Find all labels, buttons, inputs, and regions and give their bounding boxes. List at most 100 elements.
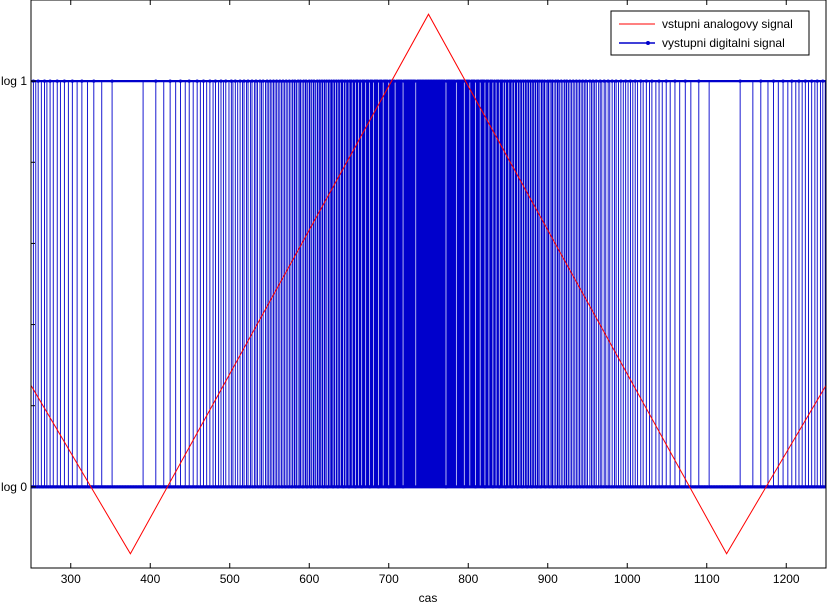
digital-marker (538, 79, 542, 83)
digital-marker (366, 79, 370, 83)
digital-marker (591, 79, 595, 83)
digital-marker (663, 485, 668, 489)
digital-marker (228, 485, 232, 489)
digital-marker (290, 485, 294, 489)
digital-marker (530, 485, 534, 489)
digital-marker (337, 79, 341, 83)
x-tick-label: 800 (458, 572, 478, 586)
digital-marker (190, 485, 194, 489)
digital-marker (609, 485, 613, 489)
digital-marker (208, 79, 212, 83)
digital-marker (349, 79, 353, 83)
digital-marker (803, 79, 807, 83)
digital-marker (750, 485, 754, 489)
digital-marker (673, 79, 677, 83)
digital-marker (336, 485, 340, 489)
digital-marker (265, 79, 269, 83)
digital-marker (178, 79, 183, 83)
digital-marker (160, 485, 164, 489)
digital-marker (677, 485, 681, 489)
x-tick-label: 1200 (773, 572, 800, 586)
digital-marker (539, 485, 543, 489)
digital-marker (245, 485, 249, 489)
digital-marker (476, 79, 481, 83)
digital-marker (559, 79, 563, 83)
digital-marker (581, 79, 585, 83)
digital-marker (462, 485, 466, 489)
digital-marker (683, 79, 687, 83)
digital-marker (201, 79, 206, 83)
digital-marker (624, 485, 629, 489)
digital-marker (812, 485, 816, 489)
digital-marker (293, 79, 297, 83)
digital-marker (781, 79, 785, 83)
digital-marker (627, 485, 631, 489)
digital-marker (638, 485, 642, 489)
digital-marker (343, 79, 347, 83)
digital-marker (593, 485, 598, 489)
digital-marker (664, 79, 668, 83)
digital-marker (267, 485, 272, 489)
digital-marker (819, 485, 823, 489)
digital-marker (307, 79, 311, 83)
digital-signal-markers (31, 79, 826, 489)
axes: 300 400 500 600 700 800 900 1000 1100 1200 log 0 lo… (1, 0, 827, 586)
digital-marker (218, 485, 222, 489)
digital-marker (229, 79, 233, 83)
digital-marker (261, 79, 265, 83)
digital-marker (242, 79, 246, 83)
digital-marker (262, 485, 266, 489)
x-tick-label: 500 (220, 572, 240, 586)
digital-marker (554, 485, 559, 489)
digital-marker (682, 485, 687, 489)
x-tick-label: 400 (140, 572, 160, 586)
digital-marker (235, 485, 239, 489)
digital-marker (329, 79, 334, 83)
digital-marker (548, 79, 552, 83)
digital-marker (287, 79, 291, 83)
digital-marker (634, 485, 638, 489)
digital-marker (594, 79, 598, 83)
digital-marker (558, 485, 563, 489)
digital-marker (584, 79, 588, 83)
digital-marker (510, 485, 514, 489)
digital-marker (290, 79, 295, 83)
digital-marker (814, 485, 819, 489)
digital-marker (278, 79, 282, 83)
digital-marker (399, 79, 404, 83)
digital-marker (310, 79, 314, 83)
digital-marker (653, 485, 657, 489)
digital-marker (543, 485, 547, 489)
digital-marker (203, 485, 207, 489)
digital-marker (154, 79, 158, 83)
digital-marker (771, 79, 776, 83)
digital-marker (275, 79, 279, 83)
digital-marker (757, 485, 761, 489)
digital-marker (585, 485, 589, 489)
digital-marker (624, 79, 628, 83)
digital-marker (461, 79, 466, 83)
digital-marker (345, 79, 350, 83)
digital-marker (821, 79, 825, 83)
digital-marker (671, 485, 675, 489)
x-tick-label: 700 (379, 572, 399, 586)
digital-marker (220, 485, 225, 489)
legend-label-analog: vstupni analogovy signal (662, 17, 793, 31)
digital-marker (294, 485, 298, 489)
digital-marker (525, 485, 529, 489)
digital-marker (370, 79, 374, 83)
digital-marker (167, 485, 171, 489)
digital-marker (65, 485, 69, 489)
digital-marker (362, 79, 366, 83)
digital-marker (490, 79, 494, 83)
digital-marker (194, 485, 198, 489)
digital-marker (817, 485, 821, 489)
digital-marker (353, 485, 357, 489)
digital-marker (281, 79, 285, 83)
digital-marker (526, 79, 530, 83)
digital-marker (491, 485, 495, 489)
digital-marker (317, 485, 321, 489)
digital-marker (35, 485, 39, 489)
digital-marker (209, 485, 214, 489)
axes-box (30, 0, 827, 569)
